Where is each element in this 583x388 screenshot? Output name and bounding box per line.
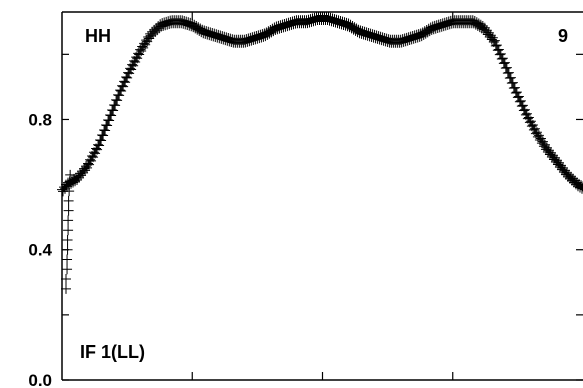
data-point-502 bbox=[559, 165, 570, 176]
data-point-59 bbox=[116, 85, 127, 96]
data-point-532 bbox=[64, 176, 75, 187]
data-point-35 bbox=[92, 144, 103, 155]
data-point-498 bbox=[555, 160, 566, 171]
data-point-49 bbox=[106, 110, 117, 121]
data-point-65 bbox=[122, 72, 133, 83]
data-point-51 bbox=[108, 105, 119, 116]
data-point-440 bbox=[497, 53, 508, 64]
data-point-527 bbox=[63, 225, 74, 236]
data-point-452 bbox=[509, 82, 520, 93]
data-point-448 bbox=[505, 72, 516, 83]
data-point-454 bbox=[511, 87, 522, 98]
data-point-460 bbox=[517, 100, 528, 111]
data-point-523 bbox=[62, 264, 73, 275]
data-point-15 bbox=[72, 174, 83, 185]
data-point-47 bbox=[104, 115, 115, 126]
data-point-43 bbox=[100, 125, 111, 136]
data-point-17 bbox=[74, 172, 85, 183]
data-point-526 bbox=[62, 234, 73, 245]
data-point-462 bbox=[519, 104, 530, 115]
annotation-bottom-left: IF 1(LL) bbox=[80, 342, 145, 362]
data-point-488 bbox=[545, 147, 556, 158]
data-point-458 bbox=[515, 95, 526, 106]
data-point-428 bbox=[485, 30, 496, 41]
data-point-23 bbox=[80, 165, 91, 176]
data-point-434 bbox=[491, 40, 502, 51]
data-point-446 bbox=[503, 67, 514, 78]
data-point-422 bbox=[479, 22, 490, 33]
data-point-424 bbox=[481, 25, 492, 36]
data-point-486 bbox=[543, 145, 554, 156]
data-point-57 bbox=[114, 90, 125, 101]
data-point-444 bbox=[501, 62, 512, 73]
y-tick-label: 0.8 bbox=[28, 110, 52, 129]
y-tick-labels: 0.0 0.4 0.8 bbox=[28, 110, 52, 388]
y-tick-label: 0.0 bbox=[28, 371, 52, 388]
data-point-41 bbox=[98, 130, 109, 141]
data-point-514 bbox=[571, 177, 582, 188]
data-point-45 bbox=[102, 120, 113, 131]
data-point-528 bbox=[63, 215, 74, 226]
data-point-520 bbox=[578, 181, 583, 192]
data-points bbox=[57, 12, 583, 294]
data-point-504 bbox=[561, 167, 572, 178]
data-point-517 bbox=[574, 182, 583, 193]
data-point-426 bbox=[483, 27, 494, 38]
data-point-529 bbox=[63, 205, 74, 216]
data-point-524 bbox=[62, 254, 73, 265]
data-point-55 bbox=[112, 95, 123, 106]
data-point-531 bbox=[64, 186, 75, 197]
data-point-39 bbox=[96, 135, 107, 146]
data-point-37 bbox=[94, 140, 105, 151]
data-point-67 bbox=[124, 68, 135, 79]
data-point-525 bbox=[62, 244, 73, 255]
data-point-530 bbox=[63, 195, 74, 206]
data-point-3 bbox=[60, 183, 71, 194]
data-point-87 bbox=[144, 33, 155, 44]
data-point-436 bbox=[493, 44, 504, 55]
data-point-432 bbox=[489, 35, 500, 46]
data-point-490 bbox=[547, 150, 558, 161]
data-point-519 bbox=[576, 183, 583, 194]
data-point-442 bbox=[499, 57, 510, 68]
annotation-top-left: HH bbox=[85, 26, 111, 46]
data-point-450 bbox=[507, 77, 518, 88]
data-point-522 bbox=[61, 274, 71, 285]
data-point-21 bbox=[78, 167, 89, 178]
data-point-63 bbox=[120, 77, 131, 88]
data-point-521 bbox=[61, 283, 71, 294]
data-point-496 bbox=[553, 157, 564, 168]
data-point-533 bbox=[65, 169, 76, 180]
data-point-492 bbox=[549, 152, 560, 163]
data-point-19 bbox=[76, 170, 87, 181]
data-point-53 bbox=[110, 100, 121, 111]
data-point-500 bbox=[557, 162, 568, 173]
y-tick-label: 0.4 bbox=[28, 241, 52, 260]
data-point-97 bbox=[154, 23, 165, 34]
data-point-456 bbox=[513, 91, 524, 102]
data-point-61 bbox=[118, 81, 129, 92]
data-point-484 bbox=[541, 142, 552, 153]
data-point-438 bbox=[495, 48, 506, 59]
annotation-top-right: 9 bbox=[558, 26, 568, 46]
data-point-494 bbox=[551, 155, 562, 166]
